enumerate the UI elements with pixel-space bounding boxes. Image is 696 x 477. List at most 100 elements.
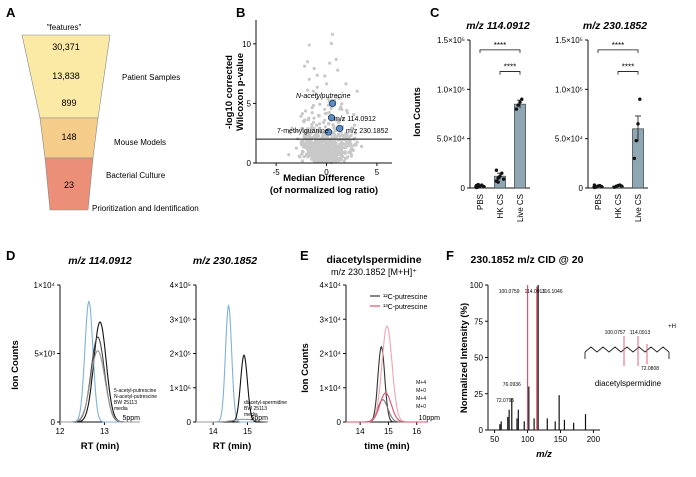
funnel-value-4: 148 bbox=[61, 132, 76, 142]
scatter-point bbox=[303, 109, 308, 113]
panel-d-label: D bbox=[6, 248, 15, 263]
scatter-point bbox=[349, 152, 353, 156]
scatter-point bbox=[352, 112, 356, 117]
chrom-legend-label: BW 25113 bbox=[114, 400, 137, 406]
structure-fragment-label: 114.0913 bbox=[630, 330, 651, 336]
b-ylabel-line1: -log10 corrected bbox=[224, 55, 235, 129]
funnel-header: "features" bbox=[47, 23, 82, 32]
scatter-point bbox=[307, 140, 311, 144]
b-xtick-label: -5 bbox=[273, 168, 281, 177]
scatter-point bbox=[318, 144, 322, 148]
scatter-point bbox=[339, 158, 343, 162]
scatter-point bbox=[335, 95, 339, 99]
scatter-point bbox=[307, 77, 311, 81]
scatter-point bbox=[290, 126, 294, 130]
d1-chromatogram: 0 5×10³ 1×10⁴ 12 13 RT (min) 5-acetyl-putresci… bbox=[34, 281, 158, 452]
scatter-point bbox=[340, 102, 344, 106]
bar-ytick-label: 1.0×10⁵ bbox=[437, 85, 465, 94]
f-ytick-label: 25 bbox=[474, 390, 483, 399]
data-point bbox=[634, 138, 638, 143]
scatter-point bbox=[302, 155, 306, 159]
f-xtick-label: 200 bbox=[587, 435, 601, 444]
scatter-point bbox=[341, 142, 345, 146]
b-ylabel-line2: Wilcoxon p-value bbox=[235, 53, 246, 131]
scatter-point bbox=[339, 105, 343, 109]
scatter-point bbox=[325, 150, 329, 154]
chrom-legend-label: media bbox=[114, 406, 128, 412]
e-trace-label: M+4 bbox=[416, 380, 426, 386]
scatter-point bbox=[347, 144, 351, 148]
scatter-point bbox=[309, 131, 313, 135]
panel-a: A "features" 30,371 13,838 899 148 23 Pa… bbox=[6, 5, 199, 213]
panel-e: E diacetylspermidine m/z 230.1852 [M+H]⁺… bbox=[300, 248, 440, 452]
panel-a-label: A bbox=[6, 5, 16, 20]
scatter-point bbox=[320, 143, 324, 147]
data-point bbox=[514, 107, 519, 111]
chrom-legend-label: media bbox=[244, 412, 258, 418]
panel-d: D m/z 114.0912 m/z 230.1852 Ion Counts 0… bbox=[6, 248, 287, 452]
scatter-point bbox=[323, 74, 327, 78]
chrom-legend-label: BW 25113 bbox=[244, 406, 267, 412]
highlighted-point bbox=[328, 99, 337, 108]
funnel-bacterial-culture bbox=[44, 157, 94, 211]
scatter-point bbox=[350, 126, 354, 130]
panel-e-label: E bbox=[300, 248, 309, 263]
stage-label-1: Patient Samples bbox=[122, 73, 180, 82]
scatter-point bbox=[330, 32, 335, 36]
significance-bracket bbox=[499, 71, 521, 75]
e-legend-label: ¹²C-putrescine bbox=[383, 294, 427, 301]
bar-category-label: PBS bbox=[594, 194, 603, 210]
funnel-value-3: 899 bbox=[61, 98, 76, 108]
e-legend-label: ¹³C-putrescine bbox=[383, 304, 427, 311]
scatter-point bbox=[323, 125, 327, 129]
scatter-point bbox=[302, 144, 306, 148]
bar-ytick-label: 1.5×10⁵ bbox=[437, 36, 465, 45]
e-trace-label: M+4 bbox=[416, 396, 426, 402]
scatter-point bbox=[328, 61, 332, 65]
chrom-ytick-label: 4×10⁵ bbox=[170, 281, 191, 290]
data-point bbox=[496, 180, 500, 184]
b-xlabel-line1: Median Difference bbox=[283, 173, 365, 184]
e-ppm-label: 10ppm bbox=[419, 415, 441, 422]
bar-ytick-label: 0 bbox=[579, 184, 584, 193]
scatter-point bbox=[326, 122, 331, 126]
chrom-xtick-label: 12 bbox=[56, 427, 65, 436]
f-xtick-label: 100 bbox=[521, 435, 535, 444]
scatter-point bbox=[314, 158, 318, 162]
data-point bbox=[636, 122, 640, 126]
b-ytick-label: 5 bbox=[247, 99, 252, 108]
d2-chromatogram: 0 1×10⁵ 2×10⁵ 3×10⁵ 4×10⁵ 14 15 RT (min) diacety… bbox=[170, 281, 288, 452]
scatter-point bbox=[313, 156, 317, 160]
scatter-point bbox=[344, 131, 348, 135]
scatter-point bbox=[336, 156, 340, 160]
chrom-trace bbox=[60, 321, 140, 423]
scatter-point bbox=[349, 148, 353, 152]
chrom-ytick-label: 2×10⁵ bbox=[170, 350, 191, 359]
scatter-point bbox=[323, 107, 327, 111]
data-point bbox=[478, 184, 482, 188]
e-xtick-label: 14 bbox=[356, 427, 365, 436]
data-point bbox=[632, 156, 637, 161]
bar-ytick-label: 1.5×10⁵ bbox=[555, 36, 583, 45]
chrom-trace bbox=[60, 350, 140, 423]
chrom-ytick-label: 1×10⁵ bbox=[170, 384, 191, 393]
f-spectrum: 0 25 50 75 100 50 100 150 200 m/z 100.0759 114.0913… bbox=[470, 281, 601, 460]
scatter-point bbox=[312, 116, 316, 120]
scatter-point bbox=[310, 111, 314, 115]
scatter-point bbox=[327, 148, 331, 152]
scatter-point bbox=[342, 134, 346, 138]
scatter-point bbox=[311, 89, 315, 93]
scatter-point bbox=[320, 150, 324, 154]
chrom-ytick-label: 5×10³ bbox=[34, 350, 55, 359]
scatter-point bbox=[315, 73, 319, 77]
e-xtick-label: 16 bbox=[412, 427, 421, 436]
bar-category-label: Live CS bbox=[516, 194, 525, 222]
scatter-point bbox=[336, 68, 340, 72]
scatter-point bbox=[329, 142, 334, 146]
scatter-point bbox=[315, 132, 319, 136]
scatter-point bbox=[306, 127, 310, 131]
chrom-ppm-label: 5ppm bbox=[250, 415, 268, 422]
scatter-point bbox=[347, 150, 351, 154]
scatter-point bbox=[326, 139, 330, 143]
